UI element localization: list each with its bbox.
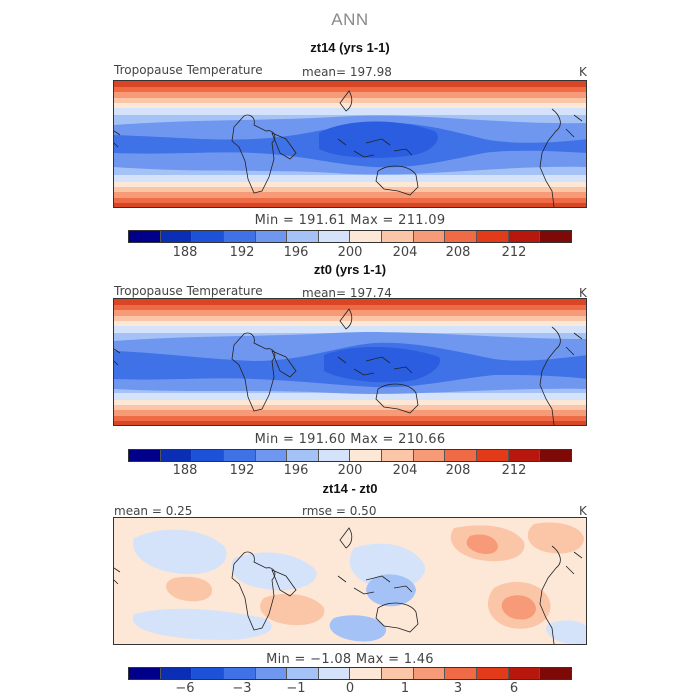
- panel-2-colorbar-ticks: 188 192 196 200 204 208 212: [128, 463, 572, 479]
- colorbar-swatch: [192, 231, 224, 242]
- colorbar-swatch: [160, 231, 193, 242]
- panel-3-tick: 1: [400, 681, 410, 696]
- colorbar-swatch: [287, 450, 319, 461]
- panel-2-mean-label: mean= 197.74: [302, 286, 392, 300]
- colorbar-swatch: [508, 450, 541, 461]
- colorbar-swatch: [255, 450, 288, 461]
- figure-title: ANN: [331, 10, 369, 29]
- panel-3-tick: −6: [175, 681, 195, 696]
- colorbar-swatch: [413, 450, 446, 461]
- panel-2-minmax: Min = 191.60 Max = 210.66: [254, 432, 446, 447]
- panel-2-coastlines: [114, 308, 583, 425]
- panel-1-tick: 188: [172, 245, 198, 260]
- panel-2-tick: 196: [283, 463, 309, 478]
- colorbar-swatch: [445, 450, 478, 461]
- colorbar-swatch: [223, 231, 256, 242]
- panel-3-tick: −1: [286, 681, 306, 696]
- panel-1-tick: 204: [392, 245, 418, 260]
- colorbar-swatch: [350, 231, 383, 242]
- colorbar-swatch: [160, 450, 193, 461]
- panel-1-tick: 212: [501, 245, 527, 260]
- colorbar-swatch: [129, 668, 161, 679]
- colorbar-swatch: [318, 231, 351, 242]
- panel-2-contours: [114, 299, 586, 425]
- panel-3-mean-label: mean = 0.25: [114, 504, 193, 518]
- colorbar-swatch: [477, 450, 509, 461]
- panel-3-map: [113, 517, 587, 645]
- panel-1-tick: 208: [445, 245, 471, 260]
- colorbar-swatch: [287, 668, 319, 679]
- panel-1-tick: 192: [229, 245, 255, 260]
- panel-2-colorbar: [128, 449, 572, 462]
- colorbar-swatch: [477, 668, 509, 679]
- panel-1-variable-label: Tropopause Temperature: [114, 63, 263, 77]
- colorbar-swatch: [192, 450, 224, 461]
- panel-3-contours: [114, 518, 586, 644]
- colorbar-swatch: [223, 668, 256, 679]
- panel-1-minmax: Min = 191.61 Max = 211.09: [254, 213, 446, 228]
- colorbar-swatch: [255, 231, 288, 242]
- colorbar-swatch: [318, 450, 351, 461]
- colorbar-swatch: [413, 231, 446, 242]
- panel-2-title: zt0 (yrs 1-1): [313, 262, 387, 277]
- colorbar-swatch: [477, 231, 509, 242]
- panel-3-title: zt14 - zt0: [322, 481, 378, 496]
- panel-1-tick: 200: [337, 245, 363, 260]
- colorbar-swatch: [287, 231, 319, 242]
- panel-1-coastlines: [114, 90, 583, 207]
- panel-1-mean-label: mean= 197.98: [302, 65, 392, 79]
- colorbar-swatch: [445, 231, 478, 242]
- colorbar-swatch: [508, 231, 541, 242]
- panel-1-map: [113, 80, 587, 208]
- colorbar-swatch: [540, 450, 571, 461]
- panel-2-tick: 212: [501, 463, 527, 478]
- panel-2-variable-label: Tropopause Temperature: [114, 284, 263, 298]
- colorbar-swatch: [129, 450, 161, 461]
- panel-3-tick: 0: [345, 681, 355, 696]
- colorbar-swatch: [413, 668, 446, 679]
- panel-3-minmax: Min = −1.08 Max = 1.46: [266, 652, 434, 667]
- panel-1-tick: 196: [283, 245, 309, 260]
- panel-2-tick: 188: [172, 463, 198, 478]
- panel-2-map: [113, 298, 587, 426]
- panel-3-colorbar: [128, 667, 572, 680]
- colorbar-swatch: [508, 668, 541, 679]
- panel-1-units: K: [579, 65, 587, 79]
- colorbar-swatch: [255, 668, 288, 679]
- panel-2-units: K: [579, 286, 587, 300]
- colorbar-swatch: [318, 668, 351, 679]
- colorbar-swatch: [445, 668, 478, 679]
- panel-1-colorbar: [128, 230, 572, 243]
- panel-3-tick: 6: [509, 681, 519, 696]
- colorbar-swatch: [540, 231, 571, 242]
- colorbar-swatch: [382, 231, 414, 242]
- colorbar-swatch: [382, 450, 414, 461]
- panel-1-contours: [114, 81, 586, 207]
- panel-2-tick: 208: [445, 463, 471, 478]
- panel-3-coastlines: [114, 527, 583, 644]
- panel-1-colorbar-ticks: 188 192 196 200 204 208 212: [128, 245, 572, 261]
- panel-3-units: K: [579, 504, 587, 518]
- panel-2-tick: 204: [392, 463, 418, 478]
- colorbar-swatch: [540, 668, 571, 679]
- panel-3-tick: 3: [453, 681, 463, 696]
- colorbar-swatch: [129, 231, 161, 242]
- panel-3-rmse-label: rmse = 0.50: [302, 504, 377, 518]
- colorbar-swatch: [350, 668, 383, 679]
- colorbar-swatch: [160, 668, 193, 679]
- colorbar-swatch: [350, 450, 383, 461]
- colorbar-swatch: [223, 450, 256, 461]
- panel-3-colorbar-ticks: −6 −3 −1 0 1 3 6: [128, 681, 572, 697]
- panel-2-tick: 192: [229, 463, 255, 478]
- panel-1-title: zt14 (yrs 1-1): [310, 40, 390, 55]
- panel-2-tick: 200: [337, 463, 363, 478]
- colorbar-swatch: [192, 668, 224, 679]
- colorbar-swatch: [382, 668, 414, 679]
- panel-3-tick: −3: [232, 681, 252, 696]
